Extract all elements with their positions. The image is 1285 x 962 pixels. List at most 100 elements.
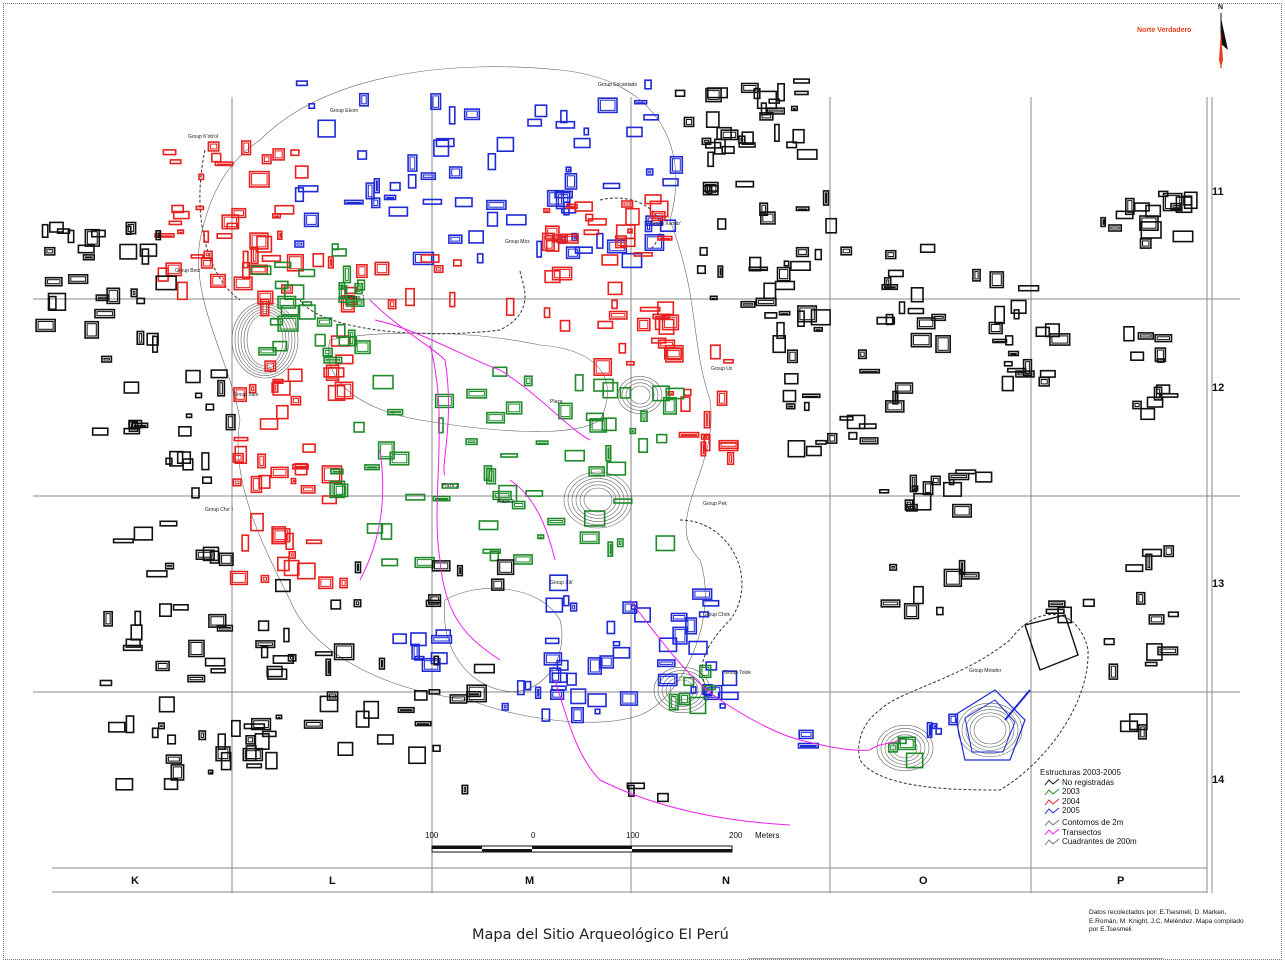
structure-mark [500,453,519,458]
structure-mark [378,657,386,670]
structure-mark [342,265,352,284]
structure-mark [1102,219,1105,225]
structure-mark [886,279,890,287]
structure-mark [375,180,378,192]
structure-mark [219,382,223,395]
structure-mark [912,335,930,346]
structure-mark [260,645,269,659]
structure-mark [573,137,591,149]
structure-mark [916,317,936,330]
structure-mark [975,471,993,483]
structure-mark [155,275,177,291]
structure-mark [1140,726,1145,738]
structure-mark [774,280,796,291]
structure-mark [907,307,925,315]
structure-mark [508,403,521,413]
structure-mark [234,445,248,465]
structure-mark [163,777,179,791]
structure-mark [671,696,677,709]
structure-mark [133,526,154,541]
structure-mark [210,369,228,379]
structure-mark [815,329,821,332]
structure-mark [496,136,515,153]
structure-mark [246,763,263,769]
structure-mark [646,236,662,249]
structure-mark [551,266,573,281]
structure-mark [345,298,365,307]
structure-mark [1157,646,1179,656]
structure-mark [814,248,823,261]
structure-mark [524,680,532,691]
structure-mark [616,538,624,548]
structure-mark [994,341,1006,343]
structure-mark [292,398,299,404]
structure-mark [1006,367,1027,373]
structure-mark [338,336,358,347]
contour-ring [571,478,625,522]
structure-mark [1147,555,1151,568]
structure-mark [416,559,433,566]
structure-mark [324,349,331,355]
structure-mark [422,198,443,205]
structure-mark [169,159,182,165]
structure-mark [125,715,135,734]
structure-mark [574,246,593,254]
group-label: Group Mox [505,239,530,245]
structure-mark [233,387,248,403]
structure-mark [234,455,242,461]
structure-mark [386,196,395,199]
structure-mark [654,318,661,331]
structure-mark [297,185,319,193]
structure-mark [337,741,354,756]
structure-mark [432,495,451,502]
structure-mark [35,318,56,333]
group-label: Group K'ob'ol [188,134,218,140]
structure-mark [316,317,333,327]
structure-mark [165,457,173,465]
structure-mark [167,756,180,762]
structure-mark [593,357,613,376]
group-label: Plaza 3 [497,499,514,505]
structure-mark [489,550,500,562]
structure-mark [267,668,288,680]
structure-mark [133,424,147,427]
structure-mark [560,404,571,418]
structure-mark [414,556,435,569]
structure-mark [178,425,192,437]
structure-mark [549,520,564,524]
structure-mark [931,722,938,730]
structure-mark [205,403,215,411]
structure-mark [322,347,333,357]
structure-mark [250,512,264,532]
structure-mark [924,483,932,493]
structure-mark [861,439,877,443]
structure-mark [712,297,716,300]
structure-mark [797,208,808,211]
structure-mark [167,564,172,568]
contour-ring [965,709,1015,751]
structure-mark [634,607,652,623]
legend-swatch-icon [1044,798,1060,805]
structure-mark [134,610,142,627]
structure-mark [146,570,168,578]
structure-mark [308,103,316,110]
structure-mark [704,141,722,149]
structure-mark [1045,608,1065,615]
contour-ring [665,676,699,704]
structure-mark [515,556,531,563]
structure-mark [1108,224,1123,232]
structure-mark [905,752,924,769]
structure-mark [91,427,109,436]
scale-tick-label: 100 [626,831,640,840]
structure-mark [839,415,854,421]
structure-mark [683,676,695,687]
structure-mark [503,705,507,709]
structure-mark [336,645,353,658]
structure-mark [699,664,712,679]
structure-mark [430,93,442,111]
structure-mark [155,660,170,672]
structure-mark [172,603,189,611]
structure-mark [546,189,565,207]
structure-mark [909,474,918,493]
structure-mark [252,248,257,262]
